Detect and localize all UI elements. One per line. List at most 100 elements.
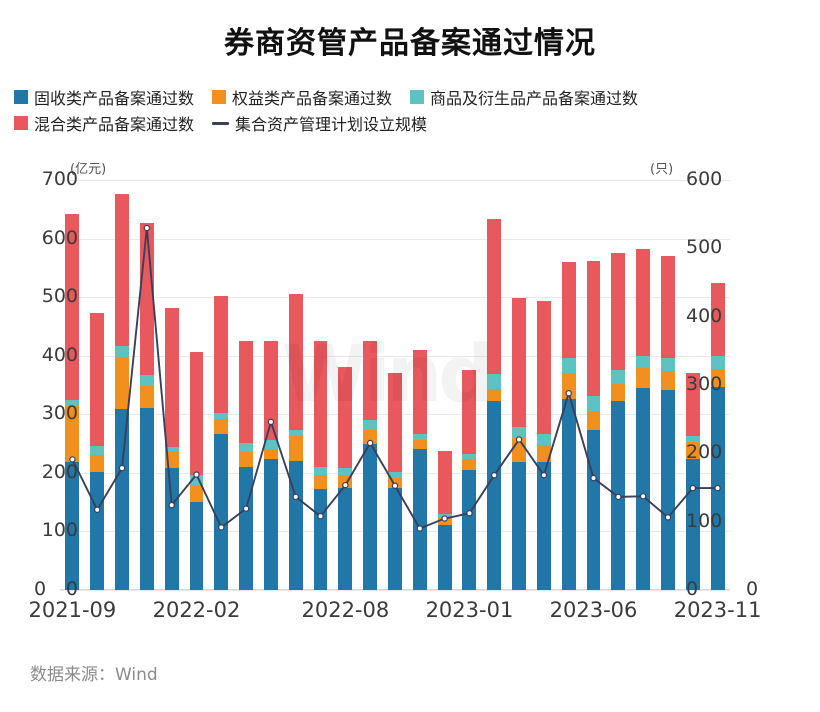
bar-group[interactable] — [512, 297, 527, 590]
bar-segment — [487, 389, 502, 401]
bar-group[interactable] — [412, 350, 427, 590]
line-marker[interactable] — [118, 464, 126, 472]
line-marker[interactable] — [615, 493, 622, 501]
line-marker[interactable] — [242, 505, 250, 512]
bar-segment — [661, 370, 675, 390]
left-axis-tick-label: 500 — [41, 285, 78, 308]
bar-group[interactable] — [661, 255, 675, 590]
line-marker[interactable] — [466, 510, 473, 517]
line-marker[interactable] — [218, 524, 225, 531]
line-marker[interactable] — [515, 436, 523, 443]
legend-item-equity[interactable]: 权益类产品备案通过数 — [212, 85, 392, 109]
bar-segment — [139, 408, 154, 590]
bar-segment — [65, 405, 80, 462]
bar-group[interactable] — [214, 295, 229, 590]
line-marker[interactable] — [540, 472, 548, 479]
legend-row-1: 固收类产品备案通过数 权益类产品备案通过数 商品及衍生品产品备案通过数 — [14, 84, 814, 110]
line-marker[interactable] — [342, 481, 349, 489]
bar-segment — [462, 469, 477, 590]
bar-segment — [363, 341, 378, 420]
legend-item-scale-line[interactable]: 集合资产管理计划设立规模 — [212, 111, 427, 135]
bar-group[interactable] — [636, 249, 651, 590]
gridline — [60, 590, 730, 591]
bar-group[interactable] — [288, 294, 303, 590]
bar-group[interactable] — [263, 340, 278, 590]
bar-segment — [338, 468, 353, 476]
line-marker[interactable] — [391, 482, 399, 489]
bar-group[interactable] — [90, 313, 105, 590]
page-title: 券商资管产品备案通过情况 — [224, 26, 596, 61]
bar-segment — [512, 462, 527, 590]
bar-segment — [189, 474, 204, 486]
line-marker[interactable] — [143, 224, 151, 232]
legend-swatch-icon — [14, 116, 28, 130]
bar-segment — [239, 451, 254, 467]
left-axis-tick-label: 600 — [41, 226, 78, 249]
line-marker[interactable] — [416, 525, 424, 532]
bar-group[interactable] — [536, 300, 551, 590]
bar-segment — [363, 419, 378, 431]
bar-segment — [586, 261, 601, 396]
bar-segment — [189, 501, 204, 590]
bar-group[interactable] — [363, 341, 378, 590]
line-marker[interactable] — [69, 456, 76, 463]
bar-segment — [536, 433, 551, 446]
left-axis-tick-label: 300 — [41, 402, 78, 425]
line-marker[interactable] — [292, 493, 299, 501]
legend-item-commodity-derivative[interactable]: 商品及衍生品产品备案通过数 — [410, 85, 638, 109]
gridline — [60, 297, 730, 299]
bar-segment — [487, 218, 502, 375]
bar-segment — [288, 436, 303, 461]
bar-segment — [90, 454, 105, 473]
bar-segment — [661, 255, 675, 359]
line-marker[interactable] — [565, 389, 572, 397]
line-marker[interactable] — [317, 513, 324, 520]
bar-group[interactable] — [189, 351, 204, 590]
bar-segment — [685, 441, 700, 460]
bar-segment — [338, 487, 353, 590]
bar-group[interactable] — [561, 262, 576, 590]
right-axis-zero-label: 0 — [746, 578, 759, 600]
bar-segment — [412, 449, 427, 590]
bar-segment — [115, 357, 129, 409]
line-marker[interactable] — [491, 472, 498, 479]
line-marker[interactable] — [664, 514, 672, 521]
bar-segment — [636, 249, 651, 357]
legend-row-2: 混合类产品备案通过数 集合资产管理计划设立规模 — [14, 110, 814, 136]
bar-group[interactable] — [462, 369, 477, 590]
line-marker[interactable] — [168, 501, 175, 509]
left-axis-unit: (亿元) — [70, 162, 107, 177]
bar-segment — [388, 487, 402, 590]
line-marker[interactable] — [689, 484, 696, 492]
legend-line-icon — [212, 121, 230, 125]
line-marker[interactable] — [267, 418, 275, 426]
bar-group[interactable] — [65, 214, 80, 590]
plot-area: 2021-09 2022-02 2022-08 2023-01 2023-06 2023-… — [29, 180, 761, 622]
bar-group[interactable] — [586, 261, 601, 590]
line-marker[interactable] — [714, 484, 721, 492]
bar-segment — [611, 384, 626, 402]
legend-item-mixed[interactable]: 混合类产品备案通过数 — [14, 111, 194, 135]
legend-label: 权益类产品备案通过数 — [232, 89, 393, 108]
bar-segment — [710, 282, 725, 357]
bar-segment — [115, 193, 129, 347]
line-marker[interactable] — [193, 471, 200, 478]
bar-segment — [462, 459, 477, 470]
legend-item-fixed-income[interactable]: 固收类产品备案通过数 — [14, 85, 194, 109]
bar-group[interactable] — [487, 218, 502, 590]
source-note: 数据来源：Wind — [30, 665, 158, 685]
line-marker[interactable] — [590, 474, 597, 482]
left-axis-tick-label: 700 — [41, 168, 78, 190]
bar-group[interactable] — [115, 193, 129, 590]
bar-segment — [313, 467, 328, 475]
bar-segment — [338, 367, 353, 469]
x-axis-tick-label: 2023-11 — [673, 598, 762, 622]
bar-segment — [462, 454, 477, 460]
line-marker[interactable] — [639, 493, 647, 500]
line-marker[interactable] — [94, 506, 101, 513]
line-marker[interactable] — [366, 439, 374, 447]
line-marker[interactable] — [441, 515, 448, 522]
left-axis-tick-label: 0 — [65, 578, 78, 600]
bar-group[interactable] — [338, 367, 353, 590]
legend-label: 固收类产品备案通过数 — [34, 89, 195, 108]
